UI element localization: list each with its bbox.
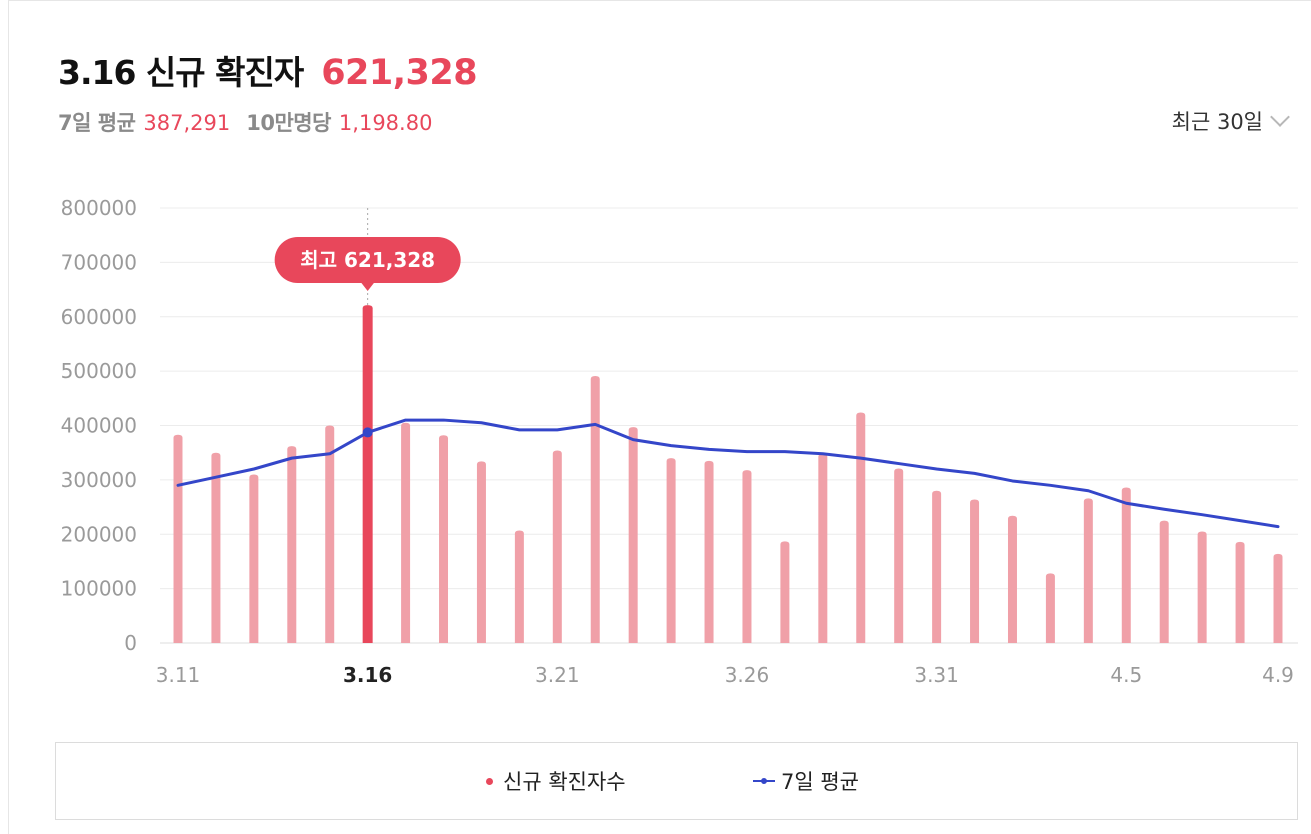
period-dropdown[interactable]: 최근 30일 bbox=[1171, 106, 1290, 136]
bar-highlight bbox=[362, 305, 373, 643]
x-tick-label: 3.21 bbox=[535, 663, 580, 687]
x-tick-label: 3.11 bbox=[156, 663, 201, 687]
bar bbox=[894, 468, 904, 643]
bar bbox=[476, 461, 486, 643]
period-label: 최근 30일 bbox=[1171, 110, 1263, 134]
headline-value: 621,328 bbox=[321, 53, 478, 93]
bar bbox=[439, 435, 449, 643]
bar bbox=[325, 425, 335, 643]
per-100k-value: 1,198.80 bbox=[338, 111, 433, 135]
bar bbox=[1235, 541, 1245, 643]
avg-line-point bbox=[362, 427, 373, 438]
y-tick-label: 300000 bbox=[61, 468, 137, 492]
bar bbox=[249, 474, 259, 643]
bar bbox=[970, 499, 980, 643]
y-tick-label: 0 bbox=[124, 631, 137, 655]
bar bbox=[1273, 553, 1283, 643]
y-tick-label: 100000 bbox=[61, 577, 137, 601]
legend-label-line: 7일 평균 bbox=[781, 770, 859, 794]
x-tick-label: 3.31 bbox=[914, 663, 959, 687]
tooltip-bubble bbox=[274, 237, 461, 283]
x-tick-label-highlight: 3.16 bbox=[343, 663, 392, 687]
avg-line bbox=[176, 418, 1280, 529]
bar bbox=[514, 530, 524, 643]
bar bbox=[932, 490, 942, 643]
page-title: 3.16 신규 확진자 bbox=[58, 53, 304, 92]
y-tick-label: 800000 bbox=[61, 196, 137, 220]
bar bbox=[856, 412, 866, 643]
legend-item-line[interactable]: 7일 평균 bbox=[753, 766, 859, 796]
bar bbox=[590, 376, 600, 643]
per-100k-label: 10만명당 bbox=[246, 111, 331, 135]
bar bbox=[1083, 498, 1093, 643]
bar bbox=[1007, 515, 1017, 643]
legend-dot-icon bbox=[486, 777, 493, 785]
y-tick-label: 600000 bbox=[61, 305, 137, 329]
y-tick-label: 400000 bbox=[61, 414, 137, 438]
x-tick-label: 3.26 bbox=[725, 663, 770, 687]
x-tick-label: 4.9 bbox=[1262, 663, 1294, 687]
avg-value: 387,291 bbox=[143, 111, 231, 135]
y-tick-label: 700000 bbox=[61, 250, 137, 274]
legend-line-icon bbox=[753, 778, 775, 784]
legend-item-bars[interactable]: 신규 확진자수 bbox=[486, 766, 626, 796]
x-tick-label: 4.5 bbox=[1110, 663, 1142, 687]
bar bbox=[1045, 573, 1055, 643]
header: 3.16 신규 확진자 621,328 bbox=[58, 46, 478, 94]
bar bbox=[780, 541, 790, 643]
tooltip-pointer bbox=[360, 282, 375, 291]
y-tick-label: 200000 bbox=[61, 522, 137, 546]
tooltip-label: 최고 621,328 bbox=[300, 248, 435, 272]
legend-label-bars: 신규 확진자수 bbox=[503, 770, 626, 794]
bar bbox=[818, 453, 828, 643]
chart-card bbox=[8, 0, 1311, 834]
bar bbox=[552, 450, 562, 643]
bar bbox=[401, 422, 411, 643]
bar bbox=[1159, 520, 1169, 643]
legend: 신규 확진자수 7일 평균 bbox=[55, 742, 1298, 820]
bar bbox=[666, 458, 676, 643]
avg-label: 7일 평균 bbox=[58, 111, 136, 135]
bar bbox=[1197, 531, 1207, 643]
bar bbox=[1121, 487, 1131, 643]
bar bbox=[742, 470, 752, 643]
bar bbox=[211, 452, 221, 643]
bar bbox=[287, 446, 297, 643]
bar bbox=[628, 427, 638, 643]
bar bbox=[704, 460, 714, 643]
y-tick-label: 500000 bbox=[61, 359, 137, 383]
summary-row: 7일 평균 387,291 10만명당 1,198.80 bbox=[58, 107, 448, 137]
bar bbox=[173, 434, 183, 643]
